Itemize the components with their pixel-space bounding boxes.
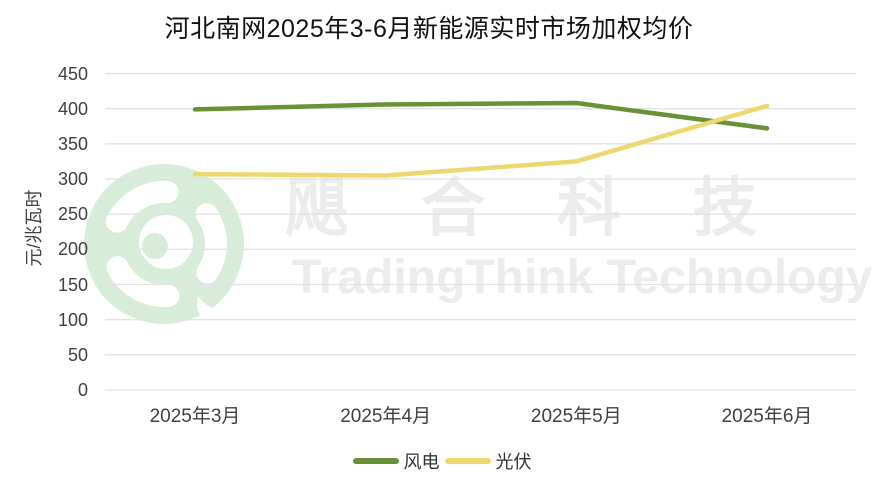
chart-title: 河北南网2025年3-6月新能源实时市场加权均价 — [164, 15, 694, 43]
y-tick-label: 50 — [67, 344, 88, 365]
y-tick-label: 400 — [57, 98, 88, 119]
legend-line-swatch — [444, 458, 491, 464]
y-tick-label: 150 — [57, 274, 88, 295]
x-tick-label: 2025年6月 — [721, 406, 813, 427]
y-tick-label: 350 — [57, 133, 88, 154]
series-line-1-光伏 — [192, 103, 770, 178]
legend-item-0-风电[interactable]: 风电 — [352, 448, 440, 474]
legend-line-swatch — [352, 458, 399, 464]
y-tick-label: 300 — [57, 169, 88, 189]
y-tick-label: 200 — [57, 239, 88, 260]
x-tick-label: 2025年5月 — [530, 406, 622, 427]
legend-label: 光伏 — [495, 452, 532, 472]
y-tick-label: 100 — [57, 309, 88, 330]
y-tick-label: 450 — [57, 63, 88, 84]
series-line-0-风电 — [192, 100, 770, 131]
legend-item-1-光伏[interactable]: 光伏 — [444, 448, 532, 474]
y-tick-label: 0 — [77, 380, 88, 400]
x-tick-label: 2025年3月 — [149, 406, 241, 427]
x-tick-label: 2025年4月 — [340, 406, 432, 427]
y-tick-label: 250 — [57, 204, 88, 225]
watermark-company-name-cn: 飓合科技 — [285, 172, 829, 244]
watermark-company-name-en: TradingThink Technology — [292, 251, 873, 304]
chart-legend: 风电 光伏 — [0, 448, 884, 474]
legend-label: 风电 — [403, 452, 440, 472]
